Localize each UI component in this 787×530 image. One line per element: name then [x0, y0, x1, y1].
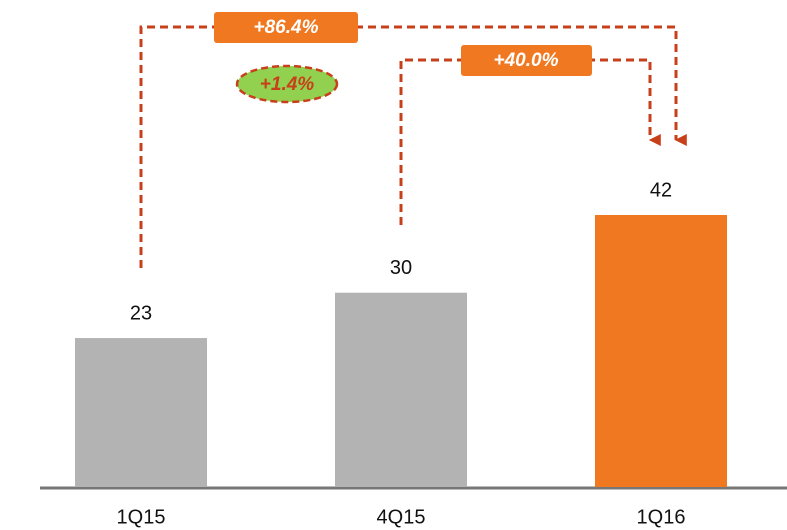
bar [75, 338, 207, 487]
x-tick-label: 4Q15 [377, 506, 426, 528]
bar [595, 215, 727, 487]
bar [335, 292, 467, 487]
value-label: 42 [650, 179, 672, 201]
annotation-box [461, 45, 592, 76]
connector [139, 25, 687, 268]
x-tick-label: 1Q15 [117, 506, 166, 528]
x-tick-label: 1Q16 [637, 506, 686, 528]
annotation: +86.4% [254, 17, 319, 38]
annotation: +1.4% [260, 74, 315, 95]
value-label: 23 [130, 302, 152, 324]
annotation-ellipse [235, 64, 339, 104]
value-label: 30 [390, 257, 412, 279]
annotation: +40.0% [494, 50, 559, 71]
connector [399, 58, 661, 225]
annotation-box [214, 12, 358, 43]
